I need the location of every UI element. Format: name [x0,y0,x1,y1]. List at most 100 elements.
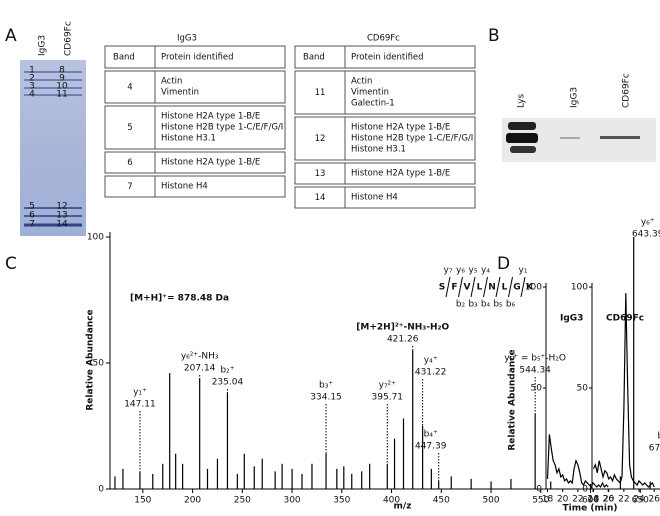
x-tick-label: 250 [234,496,251,506]
blot-lane-label: IgG3 [570,87,580,108]
gel-bands [24,71,82,227]
x-tick-label: 550 [532,496,549,506]
protein-cell: Histone H2A type 1-B/E [351,123,450,133]
x-axis-label: Time (min) [563,504,618,514]
band-number: 6 [29,211,35,221]
y-tick-label: 0 [98,485,104,495]
band-number: 14 [56,220,68,230]
protein-cell: Actin [351,77,372,87]
x-tick-label: 350 [333,496,350,506]
x-tick-label: 24 [587,495,599,505]
band-cell: 6 [127,158,132,168]
b-ion: b₂ [456,300,466,310]
protein-cell: Vimentin [161,88,199,98]
trace [592,293,655,488]
band-cell: 14 [315,193,326,203]
band-number: 12 [56,202,67,212]
b-ion: b₄ [481,300,491,310]
x-tick-label: 20 [557,495,569,505]
protein-cell: Histone H2A type 1-B/E [161,158,260,168]
table-header: Band [303,53,325,63]
protein-cell: Vimentin [351,88,389,98]
gel-lane-label: IgG3 [38,35,48,56]
mz-label: 207.14 [184,364,216,374]
y-ion: y₁ [519,266,528,276]
gel-lane-label: CD69Fc [64,21,74,56]
cleavage [495,276,501,298]
x-tick-label: 200 [184,496,201,506]
mz-label: 643.39 [632,230,660,240]
y-axis-label: Relative Abundance [508,349,518,450]
chart-title: IgG3 [560,314,583,324]
table-title: IgG3 [177,34,197,44]
band-number: 8 [59,66,65,76]
band-number: 10 [56,82,68,92]
protein-cell: Histone H4 [351,193,398,203]
ion-label: y₆²⁺-NH₃ [181,352,219,362]
panel-letter: B [488,26,500,46]
panel-letter: D [497,254,510,274]
cleavage [470,276,476,298]
ion-label: b₄⁺ [424,430,438,440]
x-tick-label: 26 [648,495,660,505]
mz-label: 395.71 [372,393,404,403]
band-number: 1 [29,66,35,76]
y-tick-label: 50 [531,384,543,394]
protein-cell: Histone H3.1 [351,145,406,155]
cleavage [445,276,451,298]
ion-label: y₅⁺ = b₅⁺-H₂O [504,354,566,364]
precursor-label: [M+H]⁺= 878.48 Da [130,294,229,304]
table-header: Band [113,53,135,63]
ion-label: b₆⁺ [657,432,660,442]
ion-label: y₇²⁺ [379,381,397,391]
y-ion: y₄ [481,266,490,276]
ion-label: [M+2H]²⁺-NH₃-H₂O [356,323,449,333]
table-cell [104,105,286,150]
protein-cell: Histone H2B type 1-C/E/F/G/I [351,134,473,144]
table-cell [294,116,476,161]
y-tick-label: 100 [525,283,542,293]
b-ion: b₃ [468,300,478,310]
band-cell: 11 [315,88,326,98]
band-cell: 13 [315,169,326,179]
residue: S [439,283,445,293]
x-tick-label: 400 [383,496,400,506]
residue: N [488,283,496,293]
mz-label: 421.26 [387,335,419,345]
protein-cell: Histone H2A type 1-B/E [161,112,260,122]
band-number: 11 [56,90,67,100]
mz-label: 235.04 [212,378,244,388]
table-cell [294,70,476,115]
ion-label: b₃⁺ [319,381,333,391]
protein-cell: Histone H2A type 1-B/E [351,169,450,179]
protein-cell: Actin [161,77,182,87]
table-cell [294,45,476,69]
band-cell: 4 [127,83,132,93]
x-tick-label: 24 [633,495,645,505]
mz-label: 544.34 [519,366,551,376]
ion-label: y₆⁺ [641,218,655,228]
x-tick-label: 450 [433,496,450,506]
ion-label: y₁⁺ [133,388,147,398]
y-tick-label: 50 [93,359,105,369]
x-tick-label: 20 [603,495,615,505]
residue: L [502,283,508,293]
band-number: 3 [29,82,35,92]
residue: F [451,283,457,293]
band-number: 9 [59,74,65,84]
x-tick-label: 18 [542,495,554,505]
ion-label: y₄⁺ [424,356,438,366]
b-ion: b₆ [506,300,516,310]
x-tick-label: 500 [482,496,499,506]
blot-bands [506,122,640,153]
x-tick-label: 300 [283,496,300,506]
trace [546,434,609,489]
y-ion: y₅ [469,266,478,276]
cleavage [458,276,463,298]
x-tick-label: 22 [618,495,629,505]
mz-label: 674.33 [649,444,660,454]
x-tick-label: 600 [582,496,599,506]
x-tick-label: 22 [572,495,583,505]
mz-label: 447.39 [415,442,447,452]
